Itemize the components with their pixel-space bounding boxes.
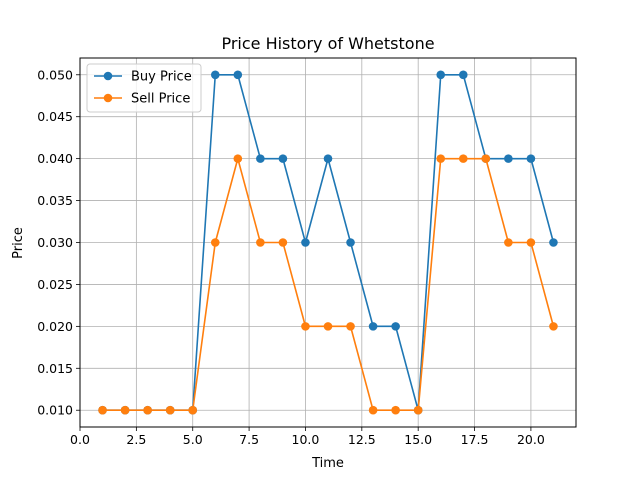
legend-swatch-marker: [103, 71, 113, 81]
buy-price-point: [368, 322, 378, 331]
y-tick-label: 0.020: [37, 319, 73, 334]
y-tick-label: 0.030: [37, 235, 73, 250]
buy-price-point: [301, 238, 310, 247]
x-tick-label: 15.0: [404, 432, 432, 447]
buy-price-point: [233, 70, 243, 80]
buy-price-point: [504, 154, 513, 163]
x-tick-label: 7.5: [239, 432, 259, 447]
chart-title: Price History of Whetstone: [221, 34, 434, 53]
x-tick-label: 20.0: [517, 432, 545, 447]
sell-price-point: [233, 154, 243, 163]
sell-price-point: [526, 238, 536, 247]
y-axis: 0.010 0.015 0.020 0.025 0.030 0.035 0.040 0.045…: [37, 67, 80, 418]
buy-price-point: [278, 154, 288, 163]
y-tick-label: 0.045: [37, 109, 73, 124]
legend-entry-sell-price: Sell Price: [94, 92, 190, 107]
sell-price-point: [143, 405, 152, 415]
sell-price-point: [120, 405, 130, 415]
plot-area: [79, 57, 577, 428]
series-layer: [98, 70, 558, 415]
buy-price-point: [436, 70, 446, 80]
y-tick-label: 0.015: [37, 361, 73, 376]
x-tick-label: 2.5: [126, 432, 146, 447]
legend-label: Buy Price: [131, 70, 192, 85]
y-tick-label: 0.050: [37, 67, 73, 82]
sell-price-point: [549, 322, 558, 331]
y-tick-label: 0.025: [37, 277, 73, 292]
x-axis: 0.0 2.5 5.0 7.5 10.0 12.5 15.0 17.5 20.0: [70, 427, 545, 447]
sell-price-point: [256, 238, 265, 247]
sell-price-point: [323, 322, 333, 331]
x-tick-label: 0.0: [70, 432, 90, 447]
buy-price-point: [549, 238, 558, 247]
legend-label: Sell Price: [131, 92, 190, 107]
y-axis-label: Price: [11, 227, 26, 259]
buy-price-point: [458, 70, 468, 80]
x-tick-label: 5.0: [183, 432, 203, 447]
buy-price-point: [323, 154, 333, 163]
sell-price-point: [278, 238, 288, 247]
legend-swatch-marker: [103, 93, 113, 103]
sell-price-point: [98, 405, 107, 415]
sell-price-point: [165, 405, 175, 415]
sell-price-point: [346, 322, 355, 331]
sell-price-point: [210, 238, 220, 247]
sell-price-point: [413, 405, 423, 415]
sell-price-point: [368, 405, 378, 415]
sell-price-point: [391, 405, 400, 415]
x-axis-label: Time: [311, 456, 344, 471]
x-tick-label: 17.5: [461, 432, 489, 447]
series-sell-price: [98, 154, 558, 415]
x-tick-label: 12.5: [348, 432, 376, 447]
sell-price-point: [504, 238, 513, 247]
sell-price-point: [481, 154, 491, 163]
sell-price-point: [301, 322, 310, 331]
buy-price-point: [346, 238, 355, 247]
sell-price-point: [436, 154, 446, 163]
legend-entry-buy-price: Buy Price: [94, 70, 192, 85]
buy-price-point: [256, 154, 265, 163]
sell-price-point: [188, 405, 198, 415]
y-tick-label: 0.035: [37, 193, 73, 208]
y-tick-label: 0.010: [37, 403, 73, 418]
y-tick-label: 0.040: [37, 151, 73, 166]
buy-price-point: [526, 154, 536, 163]
x-tick-label: 10.0: [292, 432, 320, 447]
buy-price-point: [210, 70, 220, 80]
sell-price-point: [458, 154, 468, 163]
legend: Buy Price Sell Price: [86, 63, 202, 113]
buy-price-point: [391, 322, 400, 331]
